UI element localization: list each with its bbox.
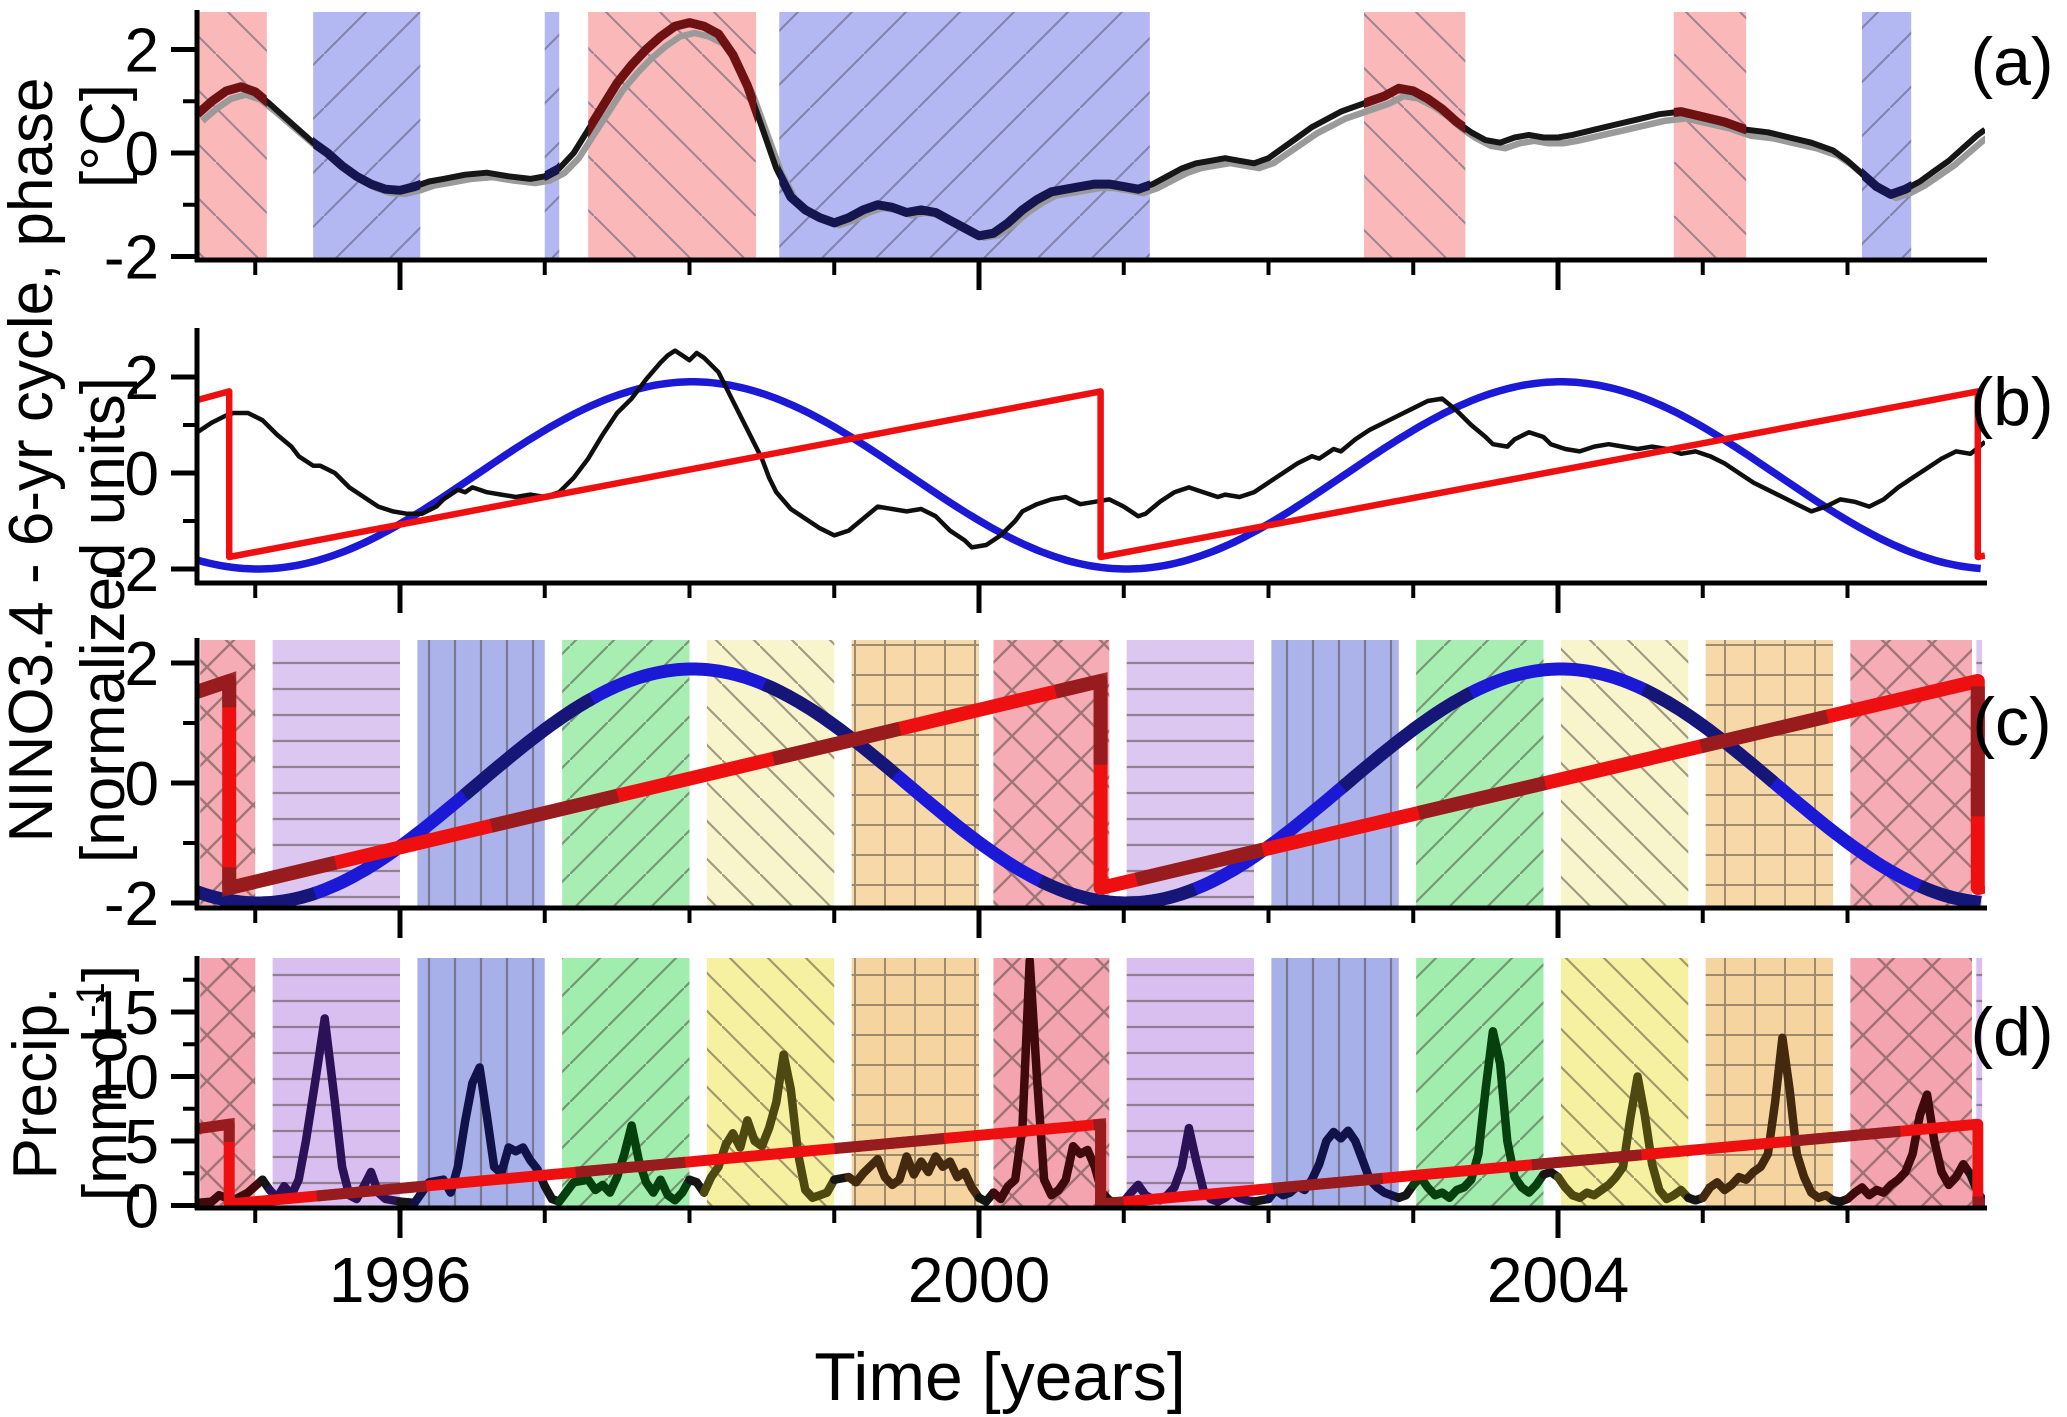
y-tick-label: 0 bbox=[125, 440, 159, 509]
panel-label-c: (c) bbox=[1972, 684, 2051, 760]
panel-label-d: (d) bbox=[1970, 994, 2053, 1070]
y-axis-title-celsius: [°C] bbox=[69, 84, 138, 188]
y-tick-label: 0 bbox=[125, 750, 159, 819]
precip-line-segment bbox=[1698, 1033, 1838, 1205]
enso-band-hatch bbox=[1861, 12, 1912, 260]
x-tick-label: 1996 bbox=[329, 1244, 471, 1316]
y-tick-label: -2 bbox=[104, 224, 159, 293]
phase-sawtooth-d-dark-segments bbox=[197, 1117, 1985, 1208]
precip-line-segment bbox=[265, 1014, 405, 1206]
y-tick-label: 2 bbox=[125, 630, 159, 699]
y-tick-label: 10 bbox=[90, 1044, 159, 1113]
precip-line-segment bbox=[844, 1152, 984, 1203]
precip-line-segment bbox=[699, 1050, 839, 1203]
y-tick-label: 2 bbox=[125, 17, 159, 86]
enso-band-hatch bbox=[1673, 12, 1747, 260]
y-axis-title-mm-per-day: [mm d -1] bbox=[69, 965, 140, 1201]
enso-band-hatch bbox=[544, 12, 560, 260]
panel-label-a: (a) bbox=[1970, 24, 2053, 100]
y-tick-label: 2 bbox=[125, 344, 159, 413]
phase-sawtooth-b bbox=[197, 388, 1985, 561]
y-tick-label: 15 bbox=[90, 979, 159, 1048]
precip-line-segment bbox=[1553, 1072, 1693, 1204]
x-tick-label: 2000 bbox=[908, 1244, 1050, 1316]
phase-band-hatch bbox=[1850, 958, 1972, 1208]
phase-band-hatch bbox=[1271, 958, 1399, 1208]
y-axis-title-normalized-units: [normalized units] bbox=[69, 377, 138, 863]
y-tick-label: 0 bbox=[125, 1173, 159, 1242]
precip-line-segment bbox=[554, 1121, 694, 1206]
nino34-cold-overlay bbox=[779, 163, 1150, 241]
six-year-cycle-sine-c-dark-segments bbox=[197, 662, 1982, 908]
enso-band-hatch bbox=[313, 12, 421, 260]
phase-band-hatch bbox=[1416, 640, 1544, 908]
precip-line-segment bbox=[1409, 1027, 1548, 1203]
y-tick-label: 0 bbox=[125, 120, 159, 189]
phase-band-hatch bbox=[1976, 958, 1983, 1208]
phase-band-hatch bbox=[706, 958, 835, 1208]
nino34-normalized-line bbox=[197, 348, 1985, 550]
data-series-layer bbox=[197, 18, 1985, 1208]
phase-band-hatch bbox=[1705, 958, 1834, 1208]
y-tick-label: -2 bbox=[104, 536, 159, 605]
enso-band-hatch bbox=[1364, 12, 1466, 260]
phase-band-hatch bbox=[851, 640, 979, 908]
phase-sawtooth-c bbox=[197, 674, 1985, 895]
y-axis-title-precip: Precip. bbox=[1, 987, 70, 1180]
nino34-grey-line bbox=[200, 29, 1985, 241]
phase-band-hatch bbox=[1271, 640, 1399, 908]
six-year-cycle-sine-b bbox=[197, 378, 1982, 573]
x-tick-label: 2004 bbox=[1487, 1244, 1629, 1316]
precip-line-segment bbox=[1843, 1090, 1975, 1204]
x-axis-title: Time [years] bbox=[814, 1339, 1186, 1415]
enso-band-hatch bbox=[197, 12, 267, 260]
precip-line-segment bbox=[1264, 1126, 1404, 1204]
phase-band-hatch bbox=[1126, 958, 1255, 1208]
y-tick-label: 5 bbox=[125, 1108, 159, 1177]
panel-label-b: (b) bbox=[1970, 364, 2053, 440]
y-tick-label: -2 bbox=[104, 870, 159, 939]
precip-line-segment bbox=[989, 958, 1114, 1205]
y-axis-title-outer: NINO3.4 - 6-yr cycle, phase bbox=[0, 78, 66, 843]
